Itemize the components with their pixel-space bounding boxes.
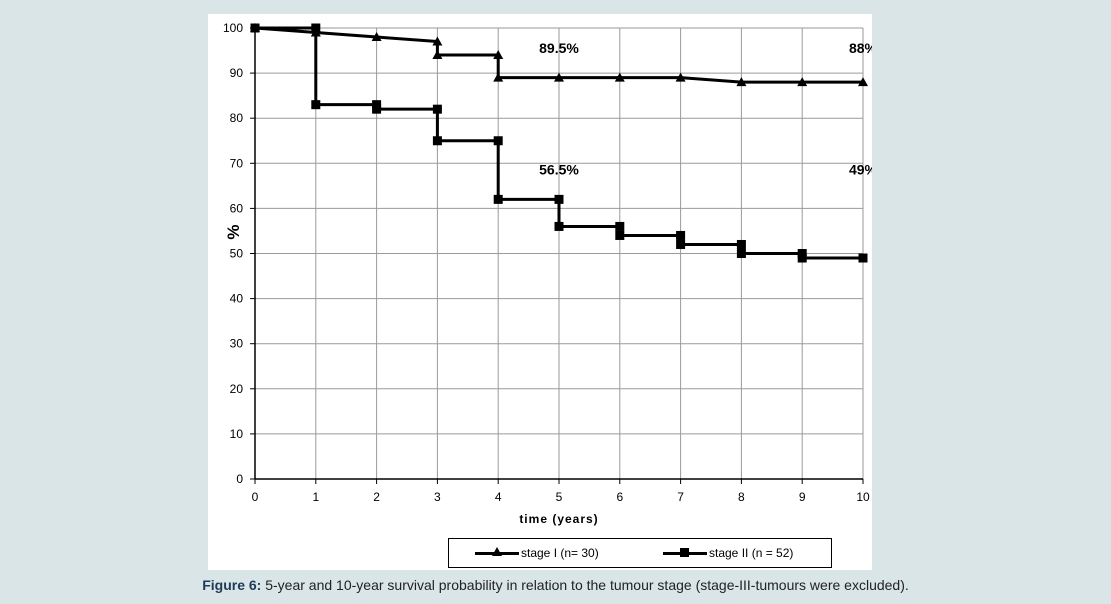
figure-panel: 0 10 20 30 40 50 60 70 80 90 100 0 1 2 3 4 5 6 7 8 9 10 89.5%… (208, 14, 872, 570)
series-layer (250, 23, 868, 263)
y-tick-label: 100 (223, 21, 243, 35)
y-tick-label: 10 (230, 427, 244, 441)
square-marker (311, 100, 321, 110)
square-marker (311, 23, 321, 33)
legend-entry-stage-1: stage I (n= 30) (475, 539, 599, 567)
triangle-marker (493, 50, 504, 60)
triangle-marker (614, 72, 625, 82)
x-tick-label: 4 (495, 490, 502, 504)
square-marker (858, 253, 868, 263)
triangle-marker (371, 32, 382, 42)
x-tick-label: 9 (799, 490, 806, 504)
square-marker (676, 239, 686, 249)
square-marker (797, 249, 807, 258)
square-marker-icon (663, 547, 707, 559)
annotation-layer: 89.5% 88% 56.5% 49% (539, 40, 872, 178)
annotation-label: 49% (849, 162, 872, 178)
square-marker (432, 136, 442, 146)
square-marker (797, 253, 807, 263)
square-marker (554, 221, 564, 231)
x-tick-label: 6 (616, 490, 623, 504)
legend: stage I (n= 30) stage II (n = 52) (448, 538, 832, 568)
caption-text: 5-year and 10-year survival probability … (261, 577, 909, 593)
y-tick-label: 0 (236, 472, 243, 486)
square-marker (736, 239, 746, 249)
legend-entry-stage-2: stage II (n = 52) (663, 539, 793, 567)
square-marker (736, 249, 746, 258)
triangle-marker (432, 50, 443, 60)
square-marker (554, 194, 564, 204)
square-marker (250, 23, 260, 33)
annotation-label: 88% (849, 40, 872, 56)
square-marker (615, 230, 625, 240)
y-tick-label: 50 (230, 247, 244, 261)
triangle-marker (736, 77, 747, 87)
axis-layer: 0 10 20 30 40 50 60 70 80 90 100 0 1 2 3 4 5 6 7 8 9 10 (223, 21, 870, 504)
x-tick-label: 10 (856, 490, 870, 504)
x-tick-label: 7 (677, 490, 684, 504)
figure-caption: Figure 6: 5-year and 10-year survival pr… (0, 577, 1111, 593)
square-marker (432, 104, 442, 114)
y-tick-label: 70 (230, 156, 244, 170)
y-axis-title: % (224, 224, 243, 239)
triangle-marker-icon (475, 547, 519, 559)
x-tick-label: 8 (738, 490, 745, 504)
square-marker (493, 136, 503, 146)
triangle-marker (858, 77, 868, 87)
square-marker (615, 221, 625, 231)
y-tick-label: 20 (230, 382, 244, 396)
x-tick-label: 0 (252, 490, 259, 504)
square-marker (372, 100, 382, 110)
legend-label-stage-1: stage I (n= 30) (521, 546, 599, 560)
x-tick-label: 3 (434, 490, 441, 504)
triangle-marker (797, 77, 808, 87)
triangle-marker (675, 72, 686, 82)
triangle-marker (432, 36, 443, 46)
caption-label: Figure 6: (202, 577, 262, 593)
x-axis-title: time (years) (519, 512, 598, 526)
square-marker (372, 104, 382, 114)
y-tick-label: 40 (230, 292, 244, 306)
annotation-label: 56.5% (539, 162, 579, 178)
y-tick-label: 60 (230, 201, 244, 215)
annotation-label: 89.5% (539, 40, 579, 56)
y-tick-label: 80 (230, 111, 244, 125)
y-tick-label: 90 (230, 66, 244, 80)
x-tick-label: 5 (556, 490, 563, 504)
square-marker (493, 194, 503, 204)
x-tick-label: 1 (312, 490, 319, 504)
triangle-marker (493, 72, 504, 82)
legend-label-stage-2: stage II (n = 52) (709, 546, 794, 560)
square-marker (676, 230, 686, 240)
triangle-marker (554, 72, 564, 82)
x-tick-label: 2 (373, 490, 380, 504)
survival-chart: 0 10 20 30 40 50 60 70 80 90 100 0 1 2 3 4 5 6 7 8 9 10 89.5%… (223, 21, 872, 526)
y-tick-label: 30 (230, 337, 244, 351)
